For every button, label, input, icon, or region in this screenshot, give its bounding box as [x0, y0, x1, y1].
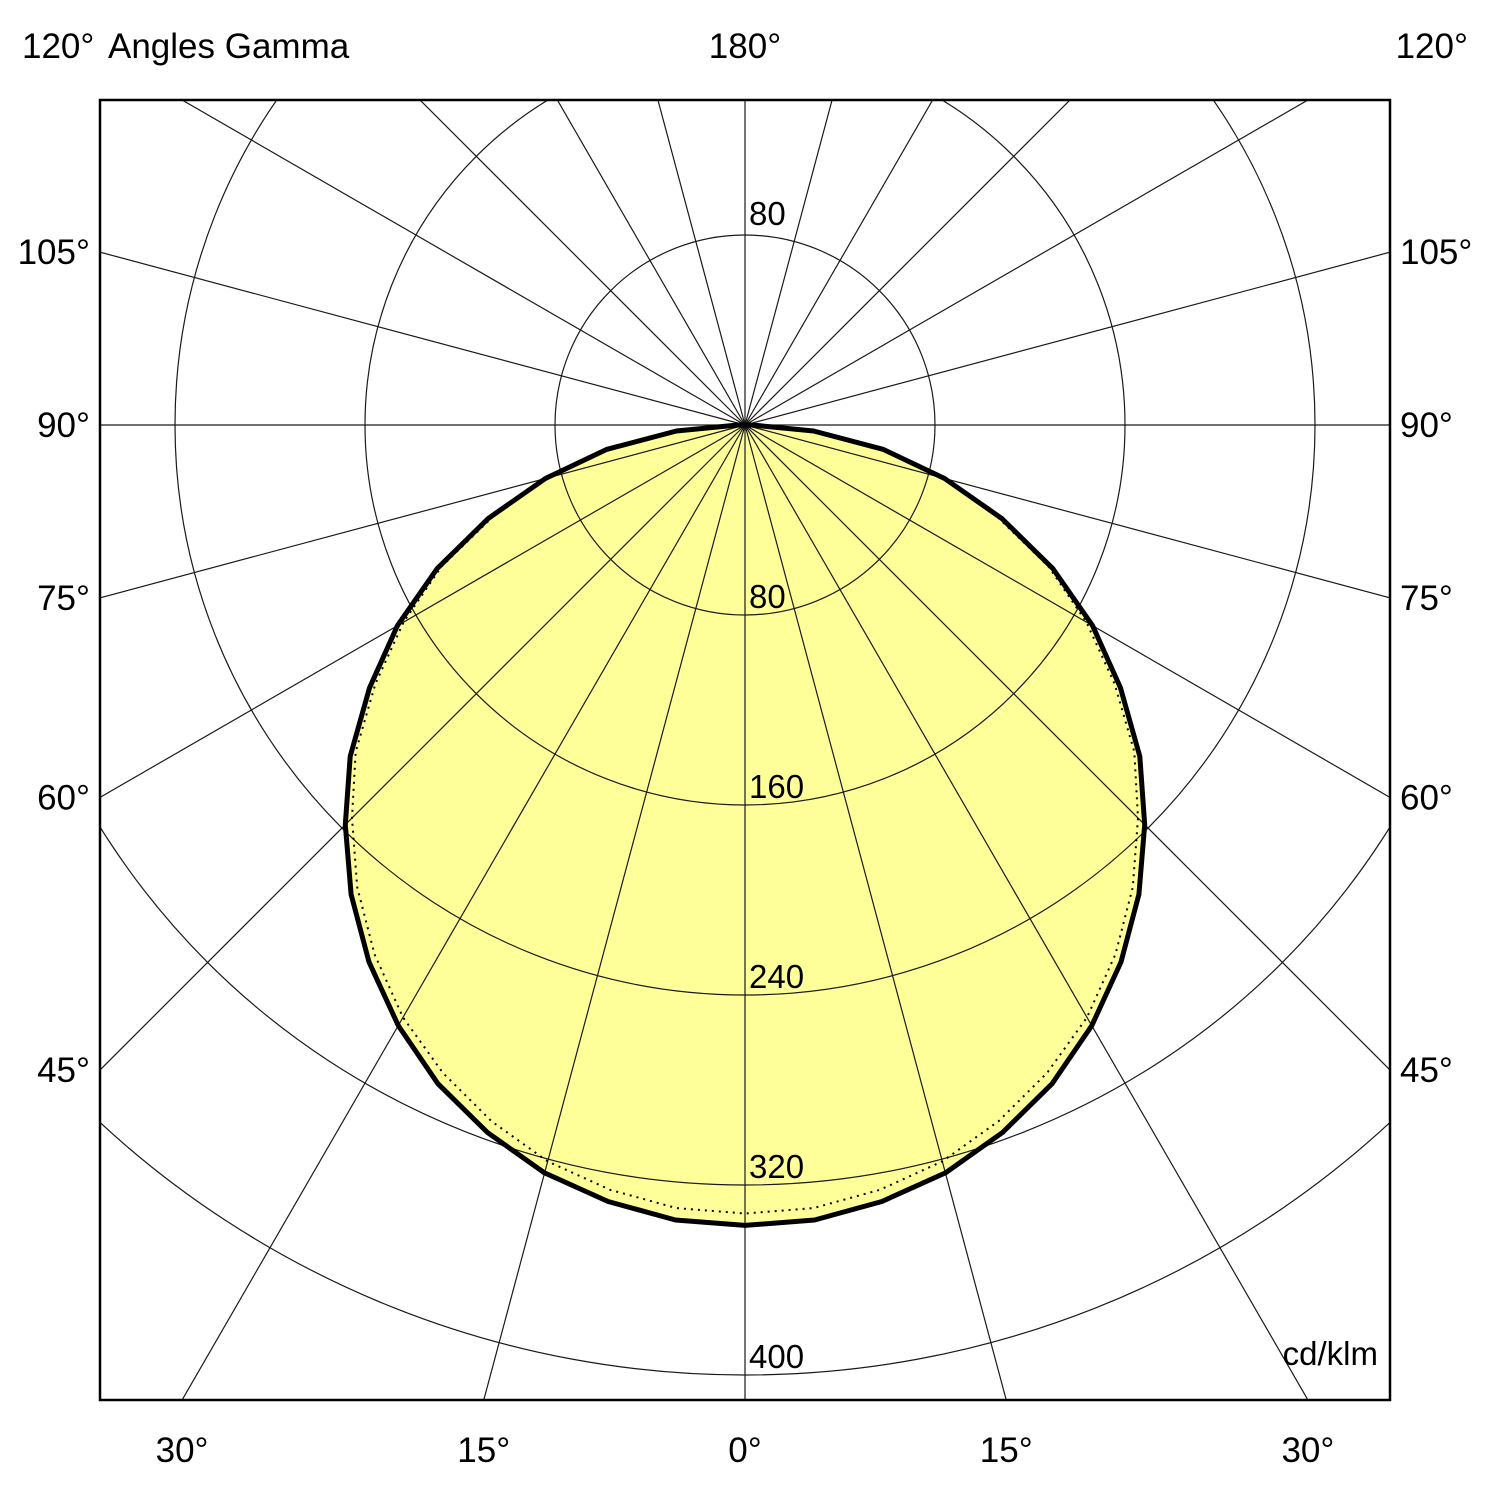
right-angle-label: 75°	[1400, 579, 1453, 618]
bottom-angle-label: 0°	[728, 1431, 761, 1470]
bottom-angle-label: 15°	[457, 1431, 510, 1470]
grid-ray	[744, 424, 1390, 599]
grid-ray	[744, 100, 833, 426]
radial-tick-label: 80	[749, 578, 786, 615]
grid-ray	[744, 424, 1007, 1400]
grid-ray	[181, 424, 746, 1400]
radial-tick-label-top: 80	[749, 195, 786, 232]
grid-ray	[100, 251, 746, 426]
left-angle-label: 105°	[18, 233, 90, 272]
intensity-curve-solid	[342, 422, 1148, 1228]
corner-label-right: 120°	[1396, 27, 1468, 66]
right-angle-label: 45°	[1400, 1051, 1453, 1090]
units-label: cd/klm	[1283, 1335, 1378, 1372]
grid-ray	[744, 424, 1390, 1071]
grid-ray	[556, 100, 746, 426]
bottom-angle-label: 30°	[1281, 1431, 1334, 1470]
left-angle-label: 90°	[37, 406, 90, 445]
right-angle-label: 60°	[1400, 778, 1453, 817]
grid-ray	[100, 424, 746, 799]
grid-ray	[657, 100, 746, 426]
grid-ray	[744, 424, 1390, 799]
left-angle-label: 75°	[37, 579, 90, 618]
grid-ray	[744, 424, 1309, 1400]
grid-ray	[744, 100, 1310, 426]
grid-ray	[744, 100, 1071, 426]
radial-tick-label: 240	[749, 958, 804, 995]
radial-tick-label: 400	[749, 1338, 804, 1375]
chart-title: Angles Gamma	[108, 27, 350, 66]
labels: 120° Angles Gamma 180° 120° 105° 90° 75° 60° 45°…	[18, 27, 1473, 1470]
grid-ray	[744, 100, 934, 426]
radial-tick-label: 320	[749, 1148, 804, 1185]
grid-ray	[419, 100, 746, 426]
bottom-angle-label: 15°	[980, 1431, 1033, 1470]
grid-ray	[483, 424, 746, 1400]
top-center-angle-label: 180°	[709, 27, 781, 66]
corner-label-left: 120°	[22, 27, 94, 66]
grid-ray	[180, 100, 746, 426]
bottom-angle-label: 30°	[156, 1431, 209, 1470]
grid-ray	[100, 424, 746, 1071]
grid-ray	[100, 424, 746, 599]
grid-ray	[744, 251, 1390, 426]
left-angle-label: 60°	[37, 778, 90, 817]
left-angle-label: 45°	[37, 1051, 90, 1090]
right-angle-label: 90°	[1400, 406, 1453, 445]
right-angle-label: 105°	[1400, 233, 1472, 272]
plot-border	[98, 98, 1392, 1402]
radial-tick-label: 160	[749, 768, 804, 805]
